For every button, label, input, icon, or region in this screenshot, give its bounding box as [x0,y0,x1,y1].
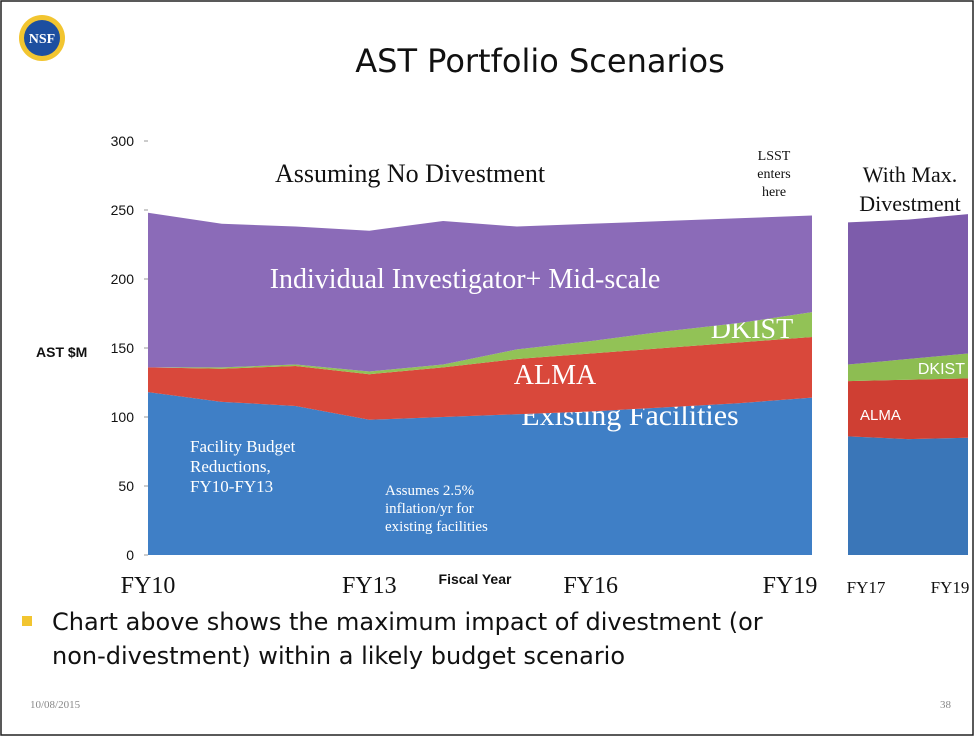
annotation: Reductions, [190,457,271,476]
slide-title: AST Portfolio Scenarios [355,42,725,80]
x-tick-label: FY10 [121,573,176,599]
area [148,392,812,555]
nsf-logo: NSF [19,15,65,61]
area [148,336,812,420]
bullet-line: Chart above shows the maximum impact of … [52,608,763,636]
series-label: Individual Investigator+ Mid-scale [270,264,661,295]
area [848,214,968,365]
series-label: DKIST [918,361,965,378]
annotation: here [762,185,786,200]
y-axis-label: AST $M [36,344,87,360]
y-tick-label: 200 [111,271,135,287]
area [848,436,968,555]
y-tick-label: 50 [118,478,134,494]
annotation: enters [757,167,790,182]
chart-title: Divestment [859,191,960,216]
annotation: Assuming No Divestment [275,159,546,188]
x-tick-label: FY13 [342,573,397,599]
annotation: FY10-FY13 [190,477,273,496]
bullet-line: non-divestment) within a likely budget s… [52,642,625,670]
y-tick-label: 100 [111,409,135,425]
area [148,212,812,372]
annotation: inflation/yr for [385,501,474,517]
annotation: Assumes 2.5% [385,483,474,499]
svg-text:NSF: NSF [29,32,55,47]
series-label: ALMA [514,360,597,391]
area [848,378,968,440]
x-tick-label: FY19 [931,578,970,597]
x-axis-label: Fiscal Year [439,571,512,587]
chart-title: With Max. [863,162,957,187]
x-tick-label: FY16 [563,573,618,599]
area [148,312,812,375]
annotation: existing facilities [385,519,488,535]
y-tick-label: 300 [111,133,135,149]
y-tick-label: 250 [111,202,135,218]
x-tick-label: FY17 [847,578,886,597]
series-label: ALMA [860,407,901,424]
y-tick-label: 150 [111,340,135,356]
bullet-marker [22,616,32,626]
annotation: LSST [758,149,791,164]
page-number: 38 [940,699,952,711]
y-tick-label: 0 [126,547,134,563]
date: 10/08/2015 [30,699,81,711]
annotation: Facility Budget [190,437,296,456]
area [848,353,968,382]
x-tick-label: FY19 [763,573,818,599]
